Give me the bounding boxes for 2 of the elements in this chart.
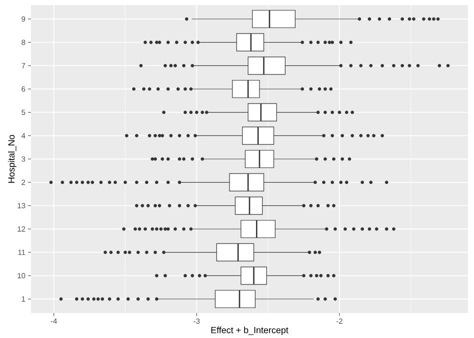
x-axis-title: Effect + b_Intercept	[211, 326, 288, 336]
y-axis-title: Hospital_No	[8, 134, 16, 183]
